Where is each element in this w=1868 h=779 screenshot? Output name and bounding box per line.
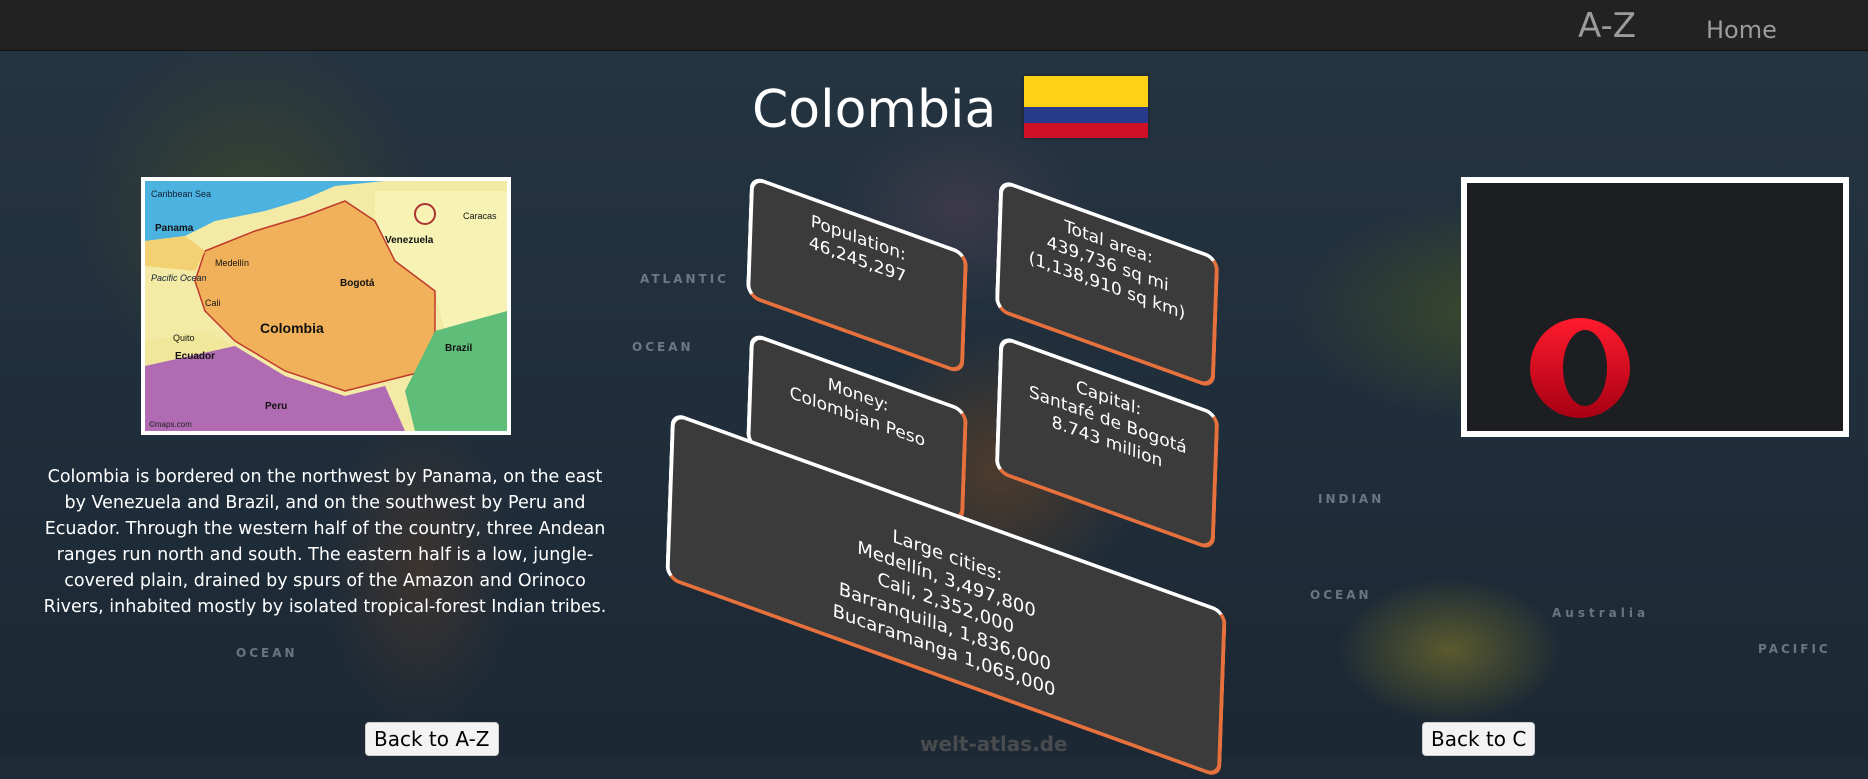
opera-logo-icon [1530,318,1630,418]
map-label-ocean: OCEAN [632,340,694,354]
map-label-quito: Quito [173,333,195,343]
back-to-az-button[interactable]: Back to A-Z [365,722,499,756]
nav-home-link[interactable]: Home [1706,16,1777,44]
map-label-medellin: Medellín [215,258,249,268]
map-label-australia: Australia [1552,606,1650,620]
flag-stripe-red [1024,123,1148,138]
map-label-caribbean: Caribbean Sea [151,189,211,199]
map-label-pacific: PACIFIC [1758,642,1831,656]
map-label-panama: Panama [155,223,194,234]
map-country-label: Colombia [260,320,324,336]
country-description: Colombia is bordered on the northwest by… [43,467,607,617]
map-label-peru: Peru [265,401,287,412]
map-label-venezuela: Venezuela [385,235,434,246]
page-title: Colombia [752,80,997,140]
compass-icon [414,203,436,225]
map-label-pacific-ocean: Pacific Ocean [151,273,207,283]
map-label-ocean-3: OCEAN [236,646,298,660]
map-label-atlantic: ATLANTIC [640,272,729,286]
top-navbar: A-Z Home [0,0,1868,51]
map-image: Colombia Caribbean Sea Panama Venezuela … [145,181,507,431]
map-label-bogota: Bogotá [340,278,375,289]
map-label-brazil: Brazil [445,343,472,354]
map-label-caracas: Caracas [463,211,497,221]
country-flag [1024,76,1148,138]
flag-stripe-blue [1024,107,1148,123]
map-label-ecuador: Ecuador [175,351,215,362]
map-label-indian: INDIAN [1318,492,1385,506]
nav-az-link[interactable]: A-Z [1578,6,1637,46]
map-label-ocean-2: OCEAN [1310,588,1372,602]
map-label-cali: Cali [205,298,221,308]
map-credit: ©maps.com [149,420,192,429]
back-to-letter-button[interactable]: Back to C [1422,722,1536,756]
video-panel[interactable] [1461,177,1849,437]
map-watermark: welt-atlas.de [920,732,1068,756]
country-map: Colombia Caribbean Sea Panama Venezuela … [141,177,511,435]
flag-stripe-yellow [1024,76,1148,107]
